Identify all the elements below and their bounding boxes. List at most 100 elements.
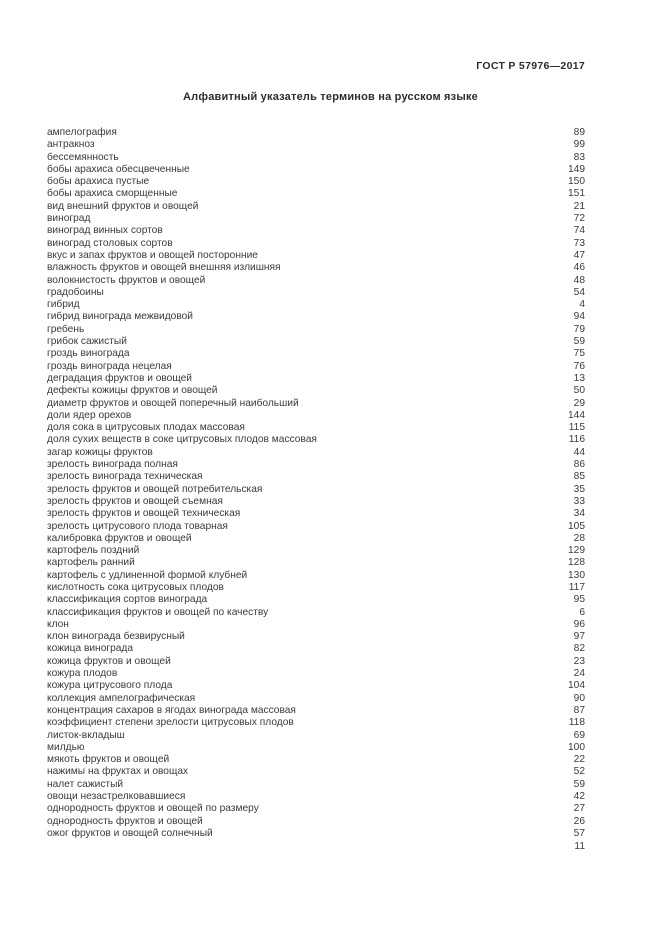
index-entry-row: коэффициент степени зрелости цитрусовых … bbox=[47, 717, 585, 729]
index-entry-row: коллекция ампелографическая 90 bbox=[47, 693, 585, 705]
index-entry-page: 150 bbox=[568, 176, 585, 188]
index-entry-page: 115 bbox=[568, 422, 585, 434]
index-entry-row: кислотность сока цитрусовых плодов 117 bbox=[47, 582, 585, 594]
index-entry-row: антракноз 99 bbox=[47, 139, 585, 151]
index-entry-term: грибок сажистый bbox=[47, 336, 127, 348]
index-entry-row: влажность фруктов и овощей внешняя излиш… bbox=[47, 262, 585, 274]
index-entry-term: доля сухих веществ в соке цитрусовых пло… bbox=[47, 434, 317, 446]
index-entry-row: однородность фруктов и овощей по размеру… bbox=[47, 803, 585, 815]
index-entry-page: 144 bbox=[568, 409, 585, 421]
index-entry-term: концентрация сахаров в ягодах винограда … bbox=[47, 704, 296, 716]
index-entry-term: листок-вкладыш bbox=[47, 729, 125, 741]
index-entry-term: загар кожицы фруктов bbox=[47, 446, 153, 458]
index-entry-term: бессемянность bbox=[47, 151, 119, 163]
index-entry-page: 27 bbox=[573, 803, 585, 815]
index-entry-page: 82 bbox=[573, 643, 585, 655]
document-code: ГОСТ Р 57976—2017 bbox=[476, 60, 585, 72]
index-entry-row: грибок сажистый 59 bbox=[47, 336, 585, 348]
index-entry-row: доли ядер орехов 144 bbox=[47, 410, 585, 422]
index-entry-page: 79 bbox=[573, 323, 585, 335]
index-entry-row: налет сажистый 59 bbox=[47, 779, 585, 791]
index-entry-page: 35 bbox=[573, 483, 585, 495]
index-entry-row: зрелость винограда полная 86 bbox=[47, 459, 585, 471]
index-entry-row: гибрид винограда межвидовой 94 bbox=[47, 311, 585, 323]
index-entry-row: ампелография 89 bbox=[47, 127, 585, 139]
index-entry-row: овощи незастрелковавшиеся 42 bbox=[47, 791, 585, 803]
index-entry-row: вкус и запах фруктов и овощей посторонни… bbox=[47, 250, 585, 262]
index-entry-term: деградация фруктов и овощей bbox=[47, 372, 192, 384]
index-entry-row: концентрация сахаров в ягодах винограда … bbox=[47, 705, 585, 717]
index-entry-term: доля сока в цитрусовых плодах массовая bbox=[47, 422, 245, 434]
index-entry-page: 105 bbox=[568, 520, 585, 532]
index-entry-row: кожица винограда 82 bbox=[47, 643, 585, 655]
index-entry-page: 96 bbox=[573, 618, 585, 630]
index-entry-term: зрелость винограда полная bbox=[47, 459, 178, 471]
index-entry-term: кожура цитрусового плода bbox=[47, 680, 173, 692]
index-entry-term: нажимы на фруктах и овощах bbox=[47, 766, 189, 778]
index-entry-row: градобоины 54 bbox=[47, 287, 585, 299]
index-entry-term: зрелость фруктов и овощей съемная bbox=[47, 495, 223, 507]
index-entry-row: калибровка фруктов и овощей 28 bbox=[47, 533, 585, 545]
index-entry-term: милдью bbox=[47, 741, 85, 753]
index-entry-term: налет сажистый bbox=[47, 778, 124, 790]
index-entry-page: 83 bbox=[573, 151, 585, 163]
index-entry-page: 149 bbox=[568, 163, 585, 175]
index-entry-row: бобы арахиса обесцвеченные 149 bbox=[47, 164, 585, 176]
index-entry-page: 75 bbox=[573, 348, 585, 360]
index-entry-row: бессемянность 83 bbox=[47, 152, 585, 164]
index-entry-term: антракноз bbox=[47, 139, 95, 151]
index-entry-page: 97 bbox=[573, 631, 585, 643]
index-entry-row: виноград винных сортов 74 bbox=[47, 225, 585, 237]
index-entry-term: доли ядер орехов bbox=[47, 409, 132, 421]
index-entry-row: дефекты кожицы фруктов и овощей 50 bbox=[47, 385, 585, 397]
index-entry-term: вкус и запах фруктов и овощей посторонни… bbox=[47, 249, 258, 261]
index-entry-page: 59 bbox=[573, 336, 585, 348]
index-entry-term: диаметр фруктов и овощей поперечный наиб… bbox=[47, 397, 299, 409]
index-entry-page: 76 bbox=[573, 360, 585, 372]
index-entry-row: зрелость фруктов и овощей техническая 34 bbox=[47, 508, 585, 520]
index-entry-page: 52 bbox=[573, 766, 585, 778]
index-entry-row: вид внешний фруктов и овощей 21 bbox=[47, 201, 585, 213]
index-entry-term: волокнистость фруктов и овощей bbox=[47, 274, 206, 286]
page-number: 11 bbox=[574, 841, 585, 852]
index-entry-row: доля сухих веществ в соке цитрусовых пло… bbox=[47, 434, 585, 446]
index-entry-page: 54 bbox=[573, 286, 585, 298]
index-entry-row: кожура плодов 24 bbox=[47, 668, 585, 680]
index-entry-term: бобы арахиса пустые bbox=[47, 176, 150, 188]
index-entry-page: 90 bbox=[573, 692, 585, 704]
index-entry-term: виноград винных сортов bbox=[47, 225, 163, 237]
index-entry-row: бобы арахиса пустые 150 bbox=[47, 176, 585, 188]
index-entry-row: нажимы на фруктах и овощах 52 bbox=[47, 766, 585, 778]
index-entry-row: гроздь винограда 75 bbox=[47, 348, 585, 360]
index-entry-page: 50 bbox=[573, 385, 585, 397]
index-entry-row: зрелость винограда техническая 85 bbox=[47, 471, 585, 483]
index-entry-row: виноград столовых сортов 73 bbox=[47, 238, 585, 250]
index-entry-row: ожог фруктов и овощей солнечный 57 bbox=[47, 828, 585, 840]
index-entry-row: гибрид 4 bbox=[47, 299, 585, 311]
index-entry-page: 23 bbox=[573, 655, 585, 667]
index-entry-page: 44 bbox=[573, 446, 585, 458]
index-entry-page: 89 bbox=[573, 127, 585, 138]
index-entry-row: однородность фруктов и овощей 26 bbox=[47, 816, 585, 828]
index-entry-row: картофель с удлиненной формой клубней 13… bbox=[47, 570, 585, 582]
index-entry-term: однородность фруктов и овощей bbox=[47, 815, 203, 827]
index-entry-page: 26 bbox=[573, 815, 585, 827]
index-entry-term: зрелость фруктов и овощей потребительска… bbox=[47, 483, 263, 495]
index-entry-page: 22 bbox=[573, 754, 585, 766]
index-entry-page: 95 bbox=[573, 594, 585, 606]
index-entry-term: мякоть фруктов и овощей bbox=[47, 754, 170, 766]
index-entry-row: зрелость фруктов и овощей потребительска… bbox=[47, 484, 585, 496]
index-entry-page: 104 bbox=[568, 680, 585, 692]
index-entry-page: 128 bbox=[568, 557, 585, 569]
index-entry-term: коллекция ампелографическая bbox=[47, 692, 196, 704]
index-entry-row: загар кожицы фруктов 44 bbox=[47, 447, 585, 459]
index-entry-row: гребень 79 bbox=[47, 324, 585, 336]
index-entry-term: картофель ранний bbox=[47, 557, 135, 569]
index-entry-page: 47 bbox=[573, 249, 585, 261]
index-entry-row: классификация сортов винограда 95 bbox=[47, 594, 585, 606]
index-entry-term: клон bbox=[47, 618, 69, 630]
index-entry-page: 24 bbox=[573, 668, 585, 680]
index-entry-page: 117 bbox=[568, 581, 585, 593]
index-entry-term: ампелография bbox=[47, 127, 117, 138]
